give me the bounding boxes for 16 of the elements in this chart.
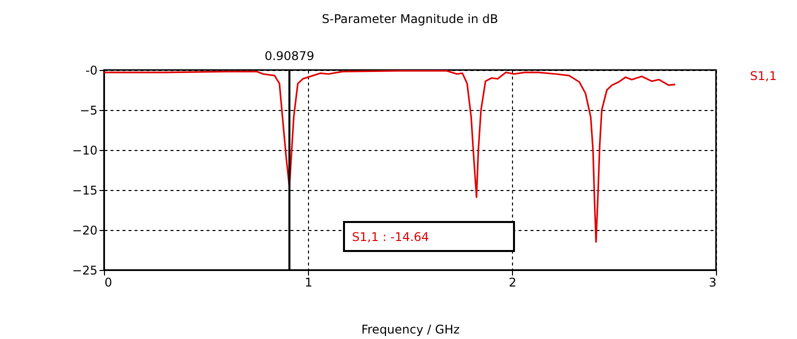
x-tick-label: 0	[104, 276, 112, 290]
text: S1,1	[750, 69, 777, 83]
x-tick-label: 1	[304, 276, 312, 290]
y-tick-label: -0	[86, 64, 98, 78]
chart-title: S-Parameter Magnitude in dB	[322, 12, 498, 26]
x-tick-label: 3	[708, 276, 716, 290]
line-series	[103, 70, 676, 243]
y-tick-label: −10	[72, 144, 98, 158]
ref-line-label: 0.90879	[264, 49, 314, 63]
x-axis-title: Frequency / GHz	[361, 322, 460, 336]
x-tick-label: 2	[508, 276, 516, 290]
annotation: S1,1 : -14.64	[352, 230, 430, 244]
y-tick-label: −20	[72, 224, 98, 238]
y-tick-label: −5	[80, 104, 98, 118]
y-tick-label: −15	[72, 184, 98, 198]
y-tick-label: −25	[72, 264, 98, 278]
